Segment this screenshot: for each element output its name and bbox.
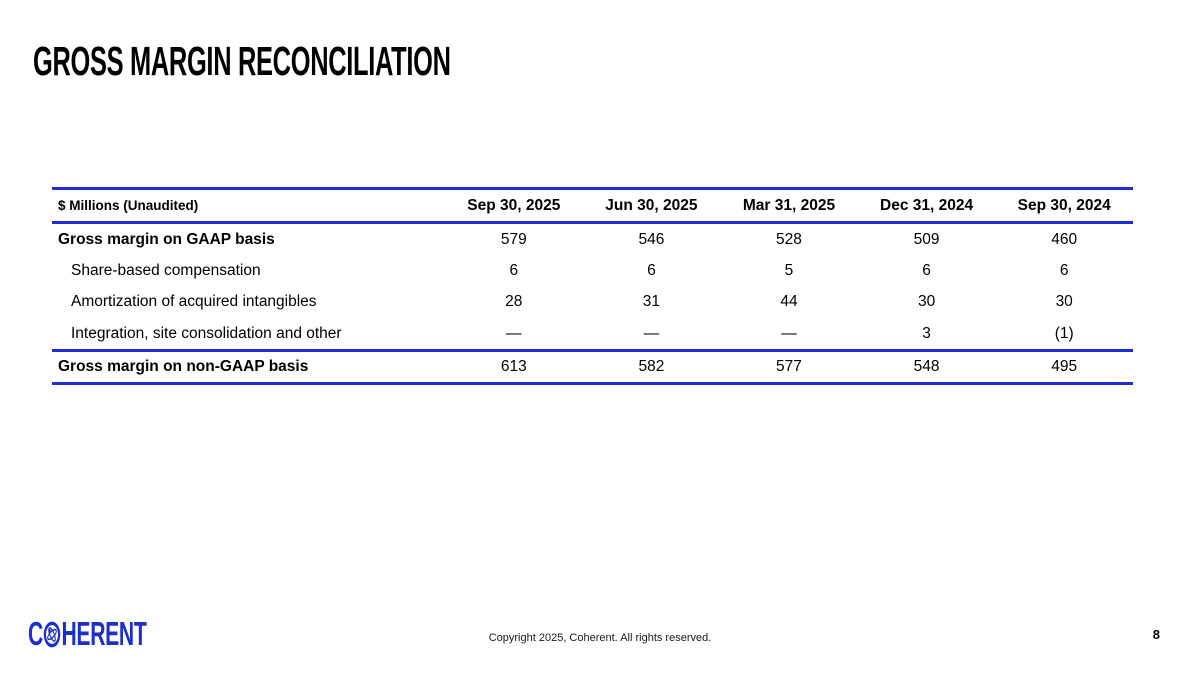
row-label: Gross margin on GAAP basis xyxy=(58,230,275,248)
coherent-atom-globe-icon xyxy=(43,621,61,647)
column-header: Jun 30, 2025 xyxy=(605,196,698,214)
copyright-text: Copyright 2025, Coherent. All rights res… xyxy=(488,632,712,644)
table-header-row: $ Millions (Unaudited) Sep 30, 2025 Jun … xyxy=(52,187,1133,224)
row-value: 6 xyxy=(1059,261,1069,279)
total-row-value: 613 xyxy=(500,358,527,376)
column-header: Dec 31, 2024 xyxy=(880,196,974,214)
row-value: 460 xyxy=(1051,230,1078,248)
total-row-value: 548 xyxy=(913,358,940,376)
row-value: 6 xyxy=(509,261,519,279)
row-value: — xyxy=(643,324,660,342)
page-number: 8 xyxy=(1152,627,1160,642)
total-row-value: 495 xyxy=(1051,358,1078,376)
page-title: GROSS MARGIN RECONCILIATION xyxy=(33,38,451,84)
total-row-value: 582 xyxy=(638,358,665,376)
coherent-logo: C HERENT xyxy=(28,615,147,653)
row-value: 5 xyxy=(784,261,794,279)
table-body: Gross margin on GAAP basis 579 546 528 509 46… xyxy=(52,224,1133,349)
row-value: — xyxy=(506,324,522,342)
logo-text-prefix: C xyxy=(28,615,43,652)
row-value: 3 xyxy=(922,324,931,342)
row-value: 44 xyxy=(780,293,798,311)
column-header: Sep 30, 2024 xyxy=(1017,196,1111,214)
table-row: Gross margin on GAAP basis 579 546 528 509 46… xyxy=(52,224,1133,255)
table-row: Integration, site consolidation and othe… xyxy=(52,318,1133,349)
row-label: Amortization of acquired intangibles xyxy=(71,293,317,311)
table-total-row: Gross margin on non-GAAP basis 613 582 5… xyxy=(52,349,1133,386)
table-row: Share-based compensation 6 6 5 6 6 xyxy=(52,255,1133,286)
row-value: — xyxy=(781,324,797,342)
column-header: Sep 30, 2025 xyxy=(467,196,561,214)
row-value: 509 xyxy=(913,230,940,248)
row-value: 6 xyxy=(647,261,656,279)
row-value: 31 xyxy=(642,293,661,311)
logo-text-suffix: HERENT xyxy=(61,615,147,652)
row-value: 30 xyxy=(1055,293,1073,311)
table-row: Amortization of acquired intangibles 28 31… xyxy=(52,287,1133,318)
row-value: (1) xyxy=(1054,324,1074,342)
row-label: Integration, site consolidation and othe… xyxy=(71,324,342,342)
reconciliation-table: $ Millions (Unaudited) Sep 30, 2025 Jun … xyxy=(52,187,1133,386)
row-value: 28 xyxy=(505,293,523,311)
total-row-label: Gross margin on non-GAAP basis xyxy=(58,358,309,376)
row-label: Share-based compensation xyxy=(71,261,261,279)
row-value: 528 xyxy=(776,230,802,248)
row-value: 546 xyxy=(638,230,665,248)
row-value: 6 xyxy=(922,261,931,279)
total-row-value: 577 xyxy=(776,358,802,376)
column-header: Mar 31, 2025 xyxy=(742,196,836,214)
row-value: 579 xyxy=(500,230,527,248)
table-header-label: $ Millions (Unaudited) xyxy=(58,198,199,213)
row-value: 30 xyxy=(917,293,936,311)
